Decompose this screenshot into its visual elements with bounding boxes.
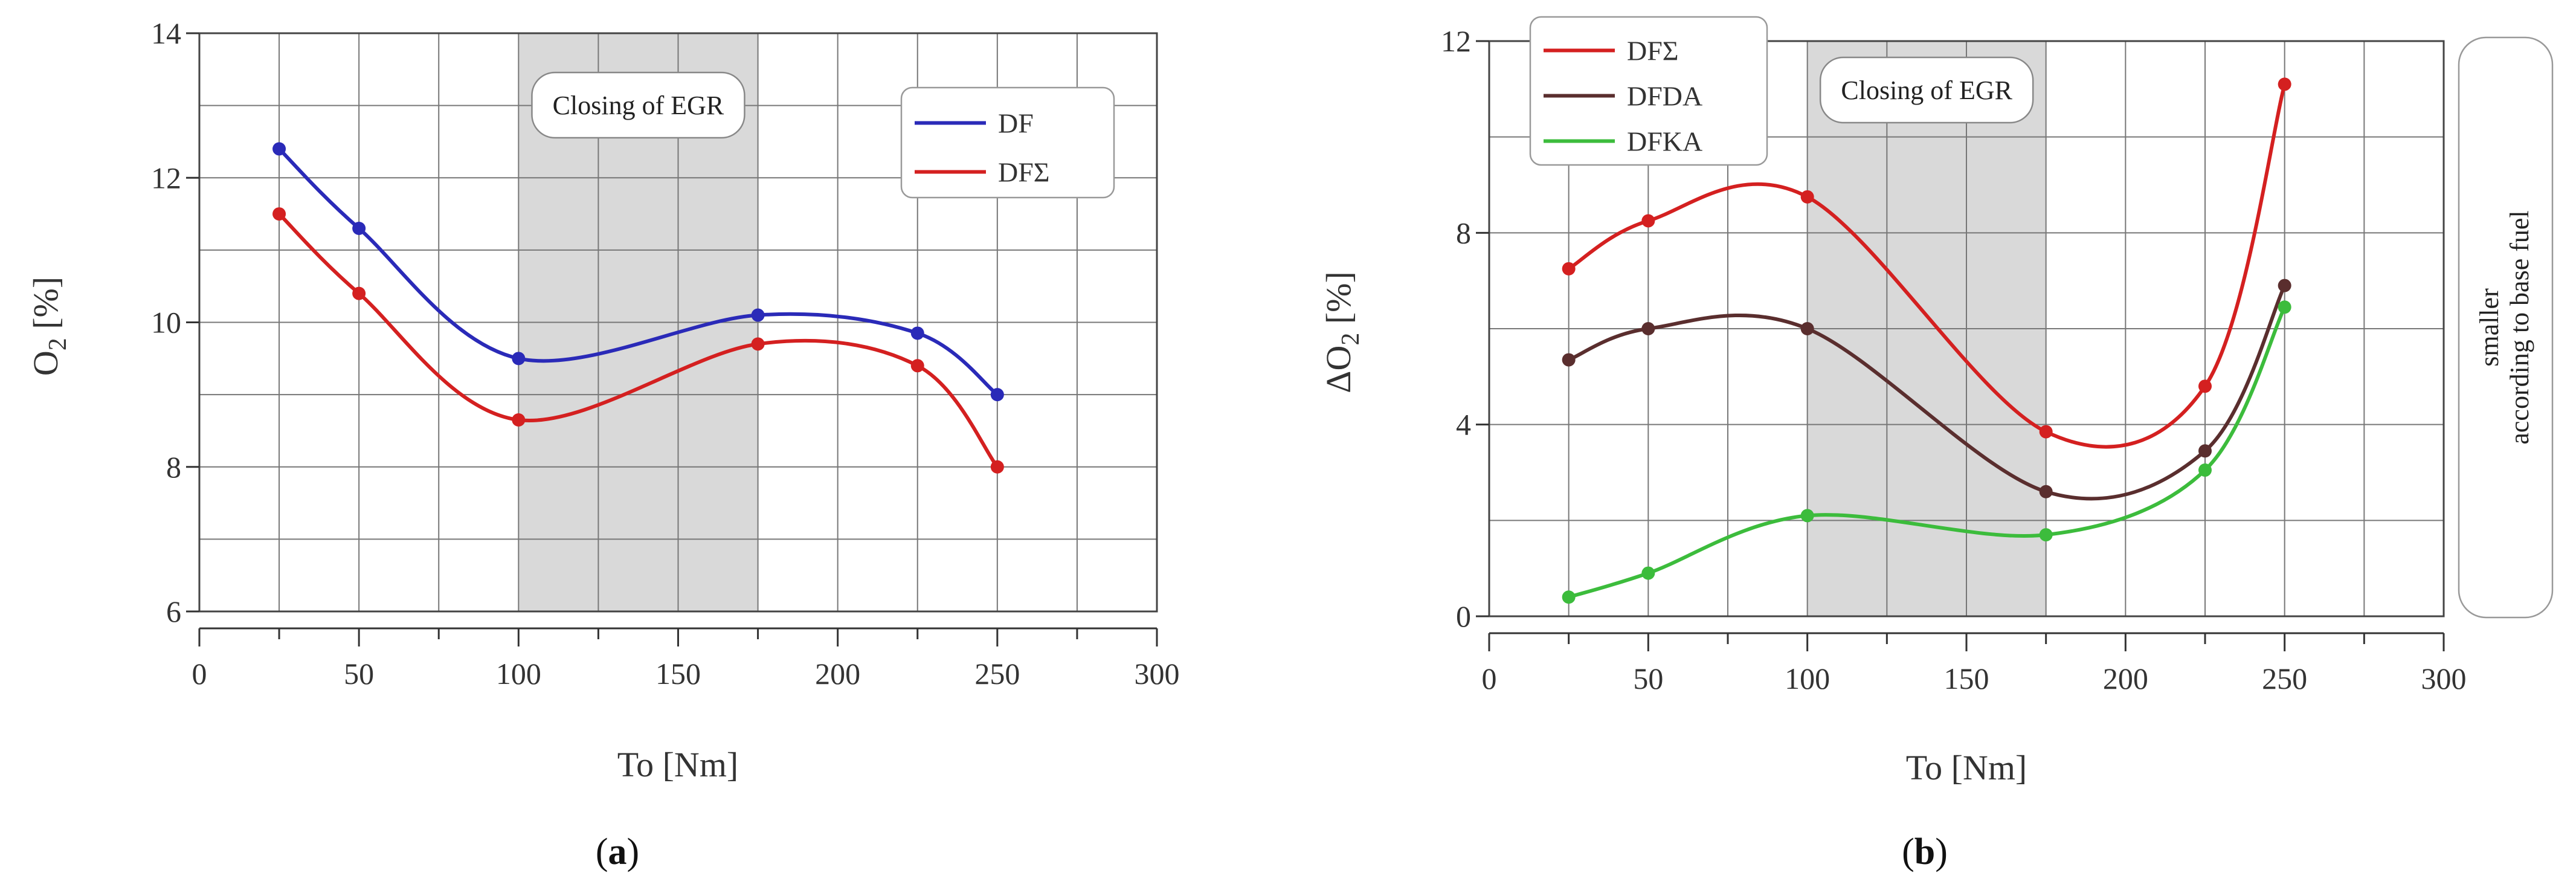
x-tick-label: 150 — [1944, 662, 1989, 695]
data-point-DFDA — [1562, 353, 1576, 367]
data-point-DFΣ — [910, 359, 924, 373]
legend-label: DF — [998, 108, 1034, 139]
legend-label: DFKA — [1627, 126, 1702, 157]
x-tick-label: 250 — [974, 657, 1020, 691]
data-point-DFΣ — [1800, 190, 1814, 204]
data-point-DFDA — [1800, 322, 1814, 335]
y-tick-label: 10 — [151, 306, 181, 340]
data-point-DFΣ — [512, 413, 526, 427]
chart-panel-b: 0 4 8 12 0 50 100 150 200 250 300 To [Nm] ΔO2 [%] Clo… — [1319, 16, 2554, 872]
data-point-DFΣ — [2039, 425, 2053, 439]
y-tick-label: 12 — [151, 161, 181, 195]
data-point-DFΣ — [2198, 379, 2212, 393]
y-tick-label: 6 — [166, 595, 181, 628]
plot-frame — [1488, 40, 2445, 617]
x-tick-label: 300 — [2421, 662, 2467, 695]
data-point-DFDA — [2039, 485, 2053, 498]
data-point-DF — [910, 326, 924, 340]
side-note-line: smaller — [2475, 288, 2504, 367]
data-point-DFΣ — [352, 286, 366, 300]
y-tick-label: 4 — [1456, 408, 1471, 442]
x-tick-label: 200 — [815, 657, 860, 691]
egr-annotation-box — [1819, 56, 2034, 124]
subfigure-label: (b) — [1902, 831, 1948, 872]
x-tick-label: 50 — [1633, 662, 1663, 695]
data-point-DFKA — [2278, 300, 2291, 314]
data-point-DFΣ — [751, 337, 765, 351]
data-point-DFΣ — [990, 460, 1004, 474]
data-point-DFKA — [2039, 528, 2053, 542]
y-axis-label: O2 [%] — [26, 277, 72, 376]
x-tick-label: 300 — [1135, 657, 1180, 691]
chart-panel-a: 6 8 10 12 14 0 50 100 150 200 250 300 To [Nm] O2 [%] C… — [26, 16, 1180, 872]
data-point-DF — [990, 388, 1004, 402]
data-point-DFΣ — [272, 207, 286, 221]
subfigure-label: (a) — [596, 831, 639, 872]
legend-label: DFΣ — [1627, 36, 1679, 66]
x-tick-label: 200 — [2103, 662, 2148, 695]
side-note-line: according to base fuel — [2505, 210, 2534, 444]
x-tick-label: 0 — [192, 657, 207, 691]
data-point-DFKA — [1562, 590, 1576, 604]
side-note-box — [2458, 36, 2554, 619]
y-tick-label: 12 — [1441, 24, 1471, 58]
x-tick-label: 0 — [1482, 662, 1497, 695]
data-point-DFΣ — [1562, 262, 1576, 276]
x-axis-label: To [Nm] — [1906, 748, 2027, 787]
x-tick-label: 100 — [496, 657, 541, 691]
data-point-DFΣ — [1641, 214, 1655, 228]
data-point-DFKA — [2198, 463, 2212, 477]
x-tick-label: 150 — [655, 657, 701, 691]
x-axis-label: To [Nm] — [617, 745, 739, 784]
legend-label: DFDA — [1627, 81, 1702, 112]
series-line-DFKA — [1567, 305, 2287, 599]
egr-annotation-label: Closing of EGR — [1841, 76, 2012, 105]
x-tick-label: 50 — [344, 657, 374, 691]
data-point-DFΣ — [2278, 77, 2291, 91]
data-point-DF — [751, 308, 765, 322]
y-tick-label: 8 — [166, 450, 181, 484]
legend-label: DFΣ — [998, 157, 1050, 188]
data-point-DFKA — [1641, 566, 1655, 580]
legend-box — [1529, 16, 1768, 166]
y-tick-label: 8 — [1456, 216, 1471, 250]
egr-annotation-box — [531, 71, 745, 139]
x-tick-label: 250 — [2262, 662, 2307, 695]
y-axis-label: ΔO2 [%] — [1319, 271, 1365, 393]
x-tick-label: 100 — [1785, 662, 1830, 695]
series-line-DFΣ — [1567, 82, 2287, 449]
data-point-DFDA — [1641, 322, 1655, 335]
data-point-DF — [352, 221, 366, 235]
egr-annotation-label: Closing of EGR — [553, 91, 724, 120]
data-point-DFDA — [2278, 279, 2291, 292]
y-tick-label: 0 — [1456, 599, 1471, 633]
y-tick-label: 14 — [151, 16, 181, 50]
data-point-DFDA — [2198, 444, 2212, 458]
data-point-DFKA — [1800, 509, 1814, 523]
data-point-DF — [272, 142, 286, 156]
data-point-DF — [512, 352, 526, 366]
